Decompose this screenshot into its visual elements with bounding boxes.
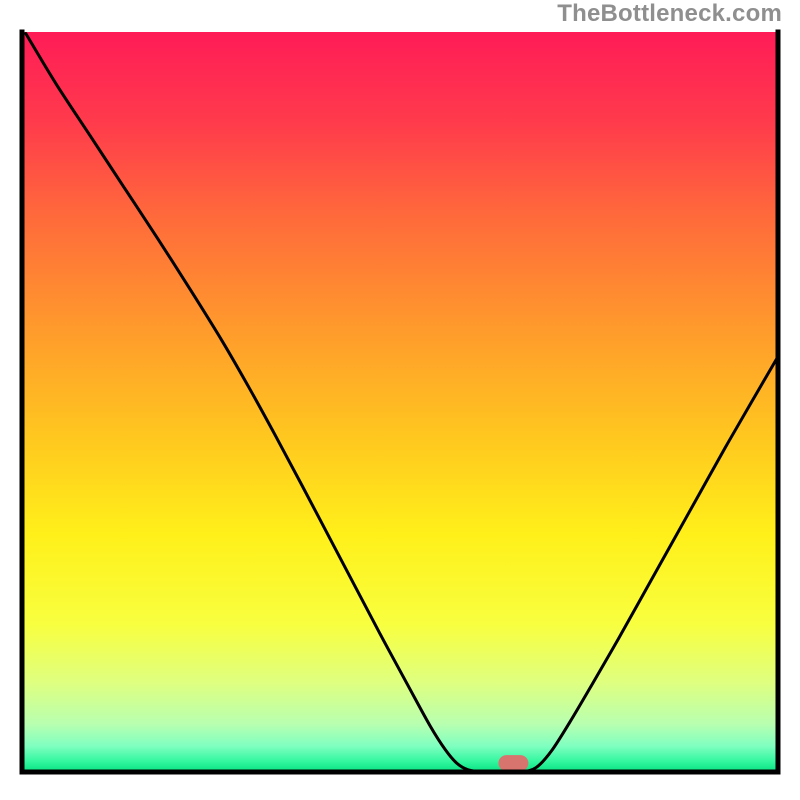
bottleneck-chart <box>0 0 800 800</box>
gradient-background <box>22 32 778 772</box>
optimal-marker <box>498 755 528 771</box>
chart-root: TheBottleneck.com <box>0 0 800 800</box>
